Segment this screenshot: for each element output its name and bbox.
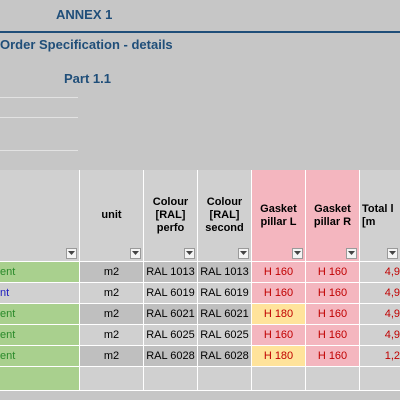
cell-unit[interactable]: m2 — [80, 262, 144, 283]
cell-colour-second[interactable]: RAL 6025 — [198, 325, 252, 346]
column-header-unit: unit — [80, 170, 144, 262]
filter-dropdown-button[interactable] — [292, 248, 303, 259]
cell-gasket-pillar-r[interactable] — [306, 367, 360, 391]
info-line-1 — [0, 97, 78, 98]
chevron-down-icon — [132, 251, 139, 255]
cell-colour-second[interactable]: RAL 6028 — [198, 346, 252, 367]
chevron-down-icon — [68, 251, 75, 255]
cell-colour-second[interactable]: RAL 6019 — [198, 283, 252, 304]
cell-gasket-pillar-l[interactable]: H 160 — [252, 325, 306, 346]
cell-gasket-pillar-l[interactable]: H 180 — [252, 346, 306, 367]
cell-unit[interactable]: m2 — [80, 325, 144, 346]
cell-name[interactable] — [0, 367, 80, 391]
cell-name[interactable]: ent — [0, 325, 80, 346]
table-row[interactable]: ent m2 RAL 6025 RAL 6025 H 160 H 160 4,9 — [0, 325, 400, 346]
chevron-down-icon — [240, 251, 247, 255]
filter-dropdown-button[interactable] — [184, 248, 195, 259]
cell-name[interactable]: ent — [0, 304, 80, 325]
column-header-gasket-pillar-l: Gasket pillar L — [252, 170, 306, 262]
cell-total[interactable] — [360, 367, 400, 391]
cell-total[interactable]: 4,9 — [360, 325, 400, 346]
cell-gasket-pillar-l[interactable] — [252, 367, 306, 391]
filter-dropdown-button[interactable] — [66, 248, 77, 259]
cell-colour-perfo[interactable]: RAL 6019 — [144, 283, 198, 304]
table-row[interactable]: ent m2 RAL 6028 RAL 6028 H 180 H 160 1,2 — [0, 346, 400, 367]
cell-total[interactable]: 1,2 — [360, 346, 400, 367]
cell-total[interactable]: 4,9 — [360, 283, 400, 304]
header-row: unit Colour [RAL] perfo Colour [RAL] sec… — [0, 170, 400, 262]
column-header-colour-second: Colour [RAL] second — [198, 170, 252, 262]
cell-gasket-pillar-l[interactable]: H 160 — [252, 262, 306, 283]
cell-colour-perfo[interactable]: RAL 6021 — [144, 304, 198, 325]
cell-gasket-pillar-r[interactable]: H 160 — [306, 325, 360, 346]
cell-total[interactable]: 4,9 — [360, 304, 400, 325]
chevron-down-icon — [389, 251, 396, 255]
filter-dropdown-button[interactable] — [130, 248, 141, 259]
cell-total[interactable]: 4,9 — [360, 262, 400, 283]
info-line-3 — [0, 150, 78, 151]
table-row[interactable]: ent m2 RAL 1013 RAL 1013 H 160 H 160 4,9 — [0, 262, 400, 283]
table-row[interactable]: nt m2 RAL 6019 RAL 6019 H 160 H 160 4,9 — [0, 283, 400, 304]
cell-unit[interactable]: m2 — [80, 304, 144, 325]
cell-gasket-pillar-l[interactable]: H 180 — [252, 304, 306, 325]
cell-colour-second[interactable]: RAL 6021 — [198, 304, 252, 325]
column-header-gasket-pillar-r: Gasket pillar R — [306, 170, 360, 262]
cell-colour-second[interactable]: RAL 1013 — [198, 262, 252, 283]
chevron-down-icon — [186, 251, 193, 255]
filter-dropdown-button[interactable] — [346, 248, 357, 259]
chevron-down-icon — [294, 251, 301, 255]
table-row[interactable]: ent m2 RAL 6021 RAL 6021 H 180 H 160 4,9 — [0, 304, 400, 325]
page-title: Order Specification - details — [0, 37, 173, 52]
cell-colour-second[interactable] — [198, 367, 252, 391]
cell-name[interactable]: ent — [0, 346, 80, 367]
cell-unit[interactable]: m2 — [80, 346, 144, 367]
cell-gasket-pillar-l[interactable]: H 160 — [252, 283, 306, 304]
cell-colour-perfo[interactable]: RAL 6028 — [144, 346, 198, 367]
filter-dropdown-button[interactable] — [387, 248, 398, 259]
cell-unit[interactable]: m2 — [80, 283, 144, 304]
title-rule — [0, 31, 400, 33]
cell-name[interactable]: nt — [0, 283, 80, 304]
table-row-empty[interactable] — [0, 367, 400, 391]
cell-colour-perfo[interactable]: RAL 1013 — [144, 262, 198, 283]
cell-gasket-pillar-r[interactable]: H 160 — [306, 283, 360, 304]
cell-unit[interactable] — [80, 367, 144, 391]
cell-gasket-pillar-r[interactable]: H 160 — [306, 346, 360, 367]
annex-label: ANNEX 1 — [56, 7, 113, 22]
column-header-colour-perfo: Colour [RAL] perfo — [144, 170, 198, 262]
chevron-down-icon — [348, 251, 355, 255]
cell-name[interactable]: ent — [0, 262, 80, 283]
cell-gasket-pillar-r[interactable]: H 160 — [306, 262, 360, 283]
filter-dropdown-button[interactable] — [238, 248, 249, 259]
part-label: Part 1.1 — [64, 71, 111, 86]
column-header-name — [0, 170, 80, 262]
info-line-2 — [0, 117, 78, 118]
cell-colour-perfo[interactable] — [144, 367, 198, 391]
cell-gasket-pillar-r[interactable]: H 160 — [306, 304, 360, 325]
cell-colour-perfo[interactable]: RAL 6025 — [144, 325, 198, 346]
column-header-total: Total l [m — [360, 170, 400, 262]
